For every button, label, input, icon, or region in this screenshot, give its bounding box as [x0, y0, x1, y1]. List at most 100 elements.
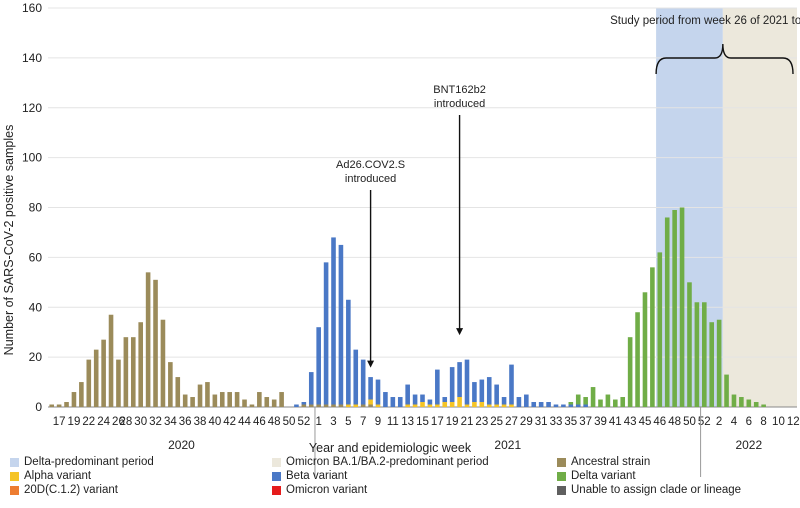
x-tick-label: 19 [68, 416, 81, 428]
bar-segment-ancestral-strain [279, 392, 284, 407]
bar-segment-delta-variant [687, 282, 692, 407]
bar-segment-alpha-variant [449, 402, 455, 407]
legend-label: 20D(C.1.2) variant [24, 484, 118, 496]
y-tick-label: 120 [22, 101, 42, 115]
study-period-brace [655, 43, 794, 75]
bar-segment-ancestral-strain [242, 399, 247, 407]
x-tick-label: 17 [53, 416, 66, 428]
x-tick-label: 7 [360, 416, 366, 428]
bar-segment-ancestral-strain [153, 279, 158, 407]
x-tick-label: 52 [297, 416, 310, 428]
x-tick-label: 50 [683, 416, 696, 428]
x-tick-label: 2 [716, 416, 722, 428]
annotation-arrow-head [367, 360, 375, 368]
bar-segment-beta-variant [516, 397, 522, 407]
bar-segment-ancestral-strain [175, 377, 181, 407]
y-tick-label: 140 [22, 51, 42, 65]
bar-segment-ancestral-strain [71, 392, 77, 407]
x-tick-label: 4 [731, 416, 738, 428]
bar-segment-beta-variant [494, 384, 499, 405]
bar-segment-beta-variant [435, 369, 440, 405]
x-tick-label: 15 [416, 416, 429, 428]
bar-segment-beta-variant [546, 402, 551, 407]
bar-segment-delta-variant [679, 207, 685, 407]
bar-segment-beta-variant [338, 244, 344, 405]
annotation-label: BNT162b2 [433, 84, 486, 96]
bar-segment-ancestral-strain [301, 404, 307, 407]
bar-segment-ancestral-strain [160, 319, 166, 407]
bar-segment-beta-variant [449, 367, 455, 403]
legend-label: Unable to assign clade or lineage [571, 484, 742, 496]
y-tick-label: 60 [29, 250, 43, 264]
legend-item: Omicron variant [272, 484, 367, 496]
legend-label: Omicron variant [286, 484, 368, 496]
bar-segment-beta-variant [464, 359, 470, 405]
bar-segment-delta-variant [605, 394, 611, 407]
y-tick-label: 160 [22, 1, 42, 15]
bar-segment-beta-variant [294, 404, 299, 407]
x-tick-label: 1 [315, 416, 321, 428]
bar-segment-delta-variant [702, 302, 707, 407]
year-label: 2021 [494, 438, 521, 452]
legend-swatch [272, 471, 281, 481]
bar-segment-delta-variant [753, 402, 759, 407]
legend-item: Delta-predominant period [10, 456, 154, 468]
x-tick-label: 35 [564, 416, 577, 428]
x-tick-label: 48 [668, 416, 681, 428]
x-tick-label: 5 [345, 416, 351, 428]
bar-segment-ancestral-strain [323, 404, 329, 407]
bar-segment-ancestral-strain [145, 272, 151, 407]
y-tick-label: 20 [29, 350, 43, 364]
bar-segment-beta-variant [568, 404, 574, 407]
y-tick-label: 40 [29, 300, 43, 314]
bar-segment-beta-variant [538, 402, 544, 407]
x-tick-label: 32 [149, 416, 162, 428]
legend-label: Alpha variant [24, 470, 92, 482]
bar-segment-ancestral-strain [227, 392, 232, 407]
bar-segment-ancestral-strain [249, 404, 255, 407]
bar-segment-ancestral-strain [360, 404, 366, 407]
legend-swatch [10, 457, 19, 467]
bar-segment-ancestral-strain [338, 404, 344, 407]
bar-segment-beta-variant [412, 394, 418, 405]
legend-swatch [557, 471, 566, 481]
x-tick-label: 29 [520, 416, 533, 428]
x-axis-label: Year and epidemiologic week [309, 441, 472, 455]
x-tick-label: 44 [238, 416, 251, 428]
study-period-label: Study period from week 26 of 2021 to wee… [610, 15, 800, 27]
legend-item: Alpha variant [10, 470, 91, 482]
x-tick-label: 3 [330, 416, 336, 428]
bar-segment-beta-variant [405, 384, 410, 405]
y-tick-label: 0 [35, 400, 42, 414]
bar-segment-delta-variant [575, 394, 581, 405]
bar-segment-alpha-variant [501, 404, 507, 407]
bar-segment-beta-variant [561, 404, 566, 407]
x-tick-label: 41 [609, 416, 622, 428]
bar-segment-delta-variant [635, 312, 640, 407]
bar-segment-alpha-variant [346, 404, 351, 407]
bar-segment-beta-variant [457, 362, 462, 398]
bar-segment-ancestral-strain [308, 404, 314, 407]
bar-segment-delta-variant [627, 337, 633, 407]
bar-segment-delta-variant [739, 397, 744, 407]
bar-segment-beta-variant [524, 394, 529, 407]
x-tick-label: 12 [787, 416, 800, 428]
bar-segment-beta-variant [353, 349, 359, 405]
x-tick-label: 48 [268, 416, 281, 428]
bar-segment-beta-variant [583, 404, 588, 407]
x-tick-label: 9 [375, 416, 381, 428]
bar-segment-ancestral-strain [116, 359, 121, 407]
bar-segment-ancestral-strain [316, 404, 321, 407]
bar-segment-ancestral-strain [234, 392, 240, 407]
x-tick-label: 19 [446, 416, 459, 428]
x-tick-label: 45 [639, 416, 652, 428]
bar-segment-beta-variant [509, 364, 514, 405]
x-tick-label: 43 [624, 416, 637, 428]
bar-segment-ancestral-strain [101, 339, 106, 407]
bar-segment-ancestral-strain [271, 399, 277, 407]
legend-item: Ancestral strain [557, 456, 650, 468]
bar-segment-beta-variant [472, 382, 477, 403]
bar-segment-delta-variant [694, 302, 700, 407]
legend-label: Beta variant [286, 470, 348, 482]
